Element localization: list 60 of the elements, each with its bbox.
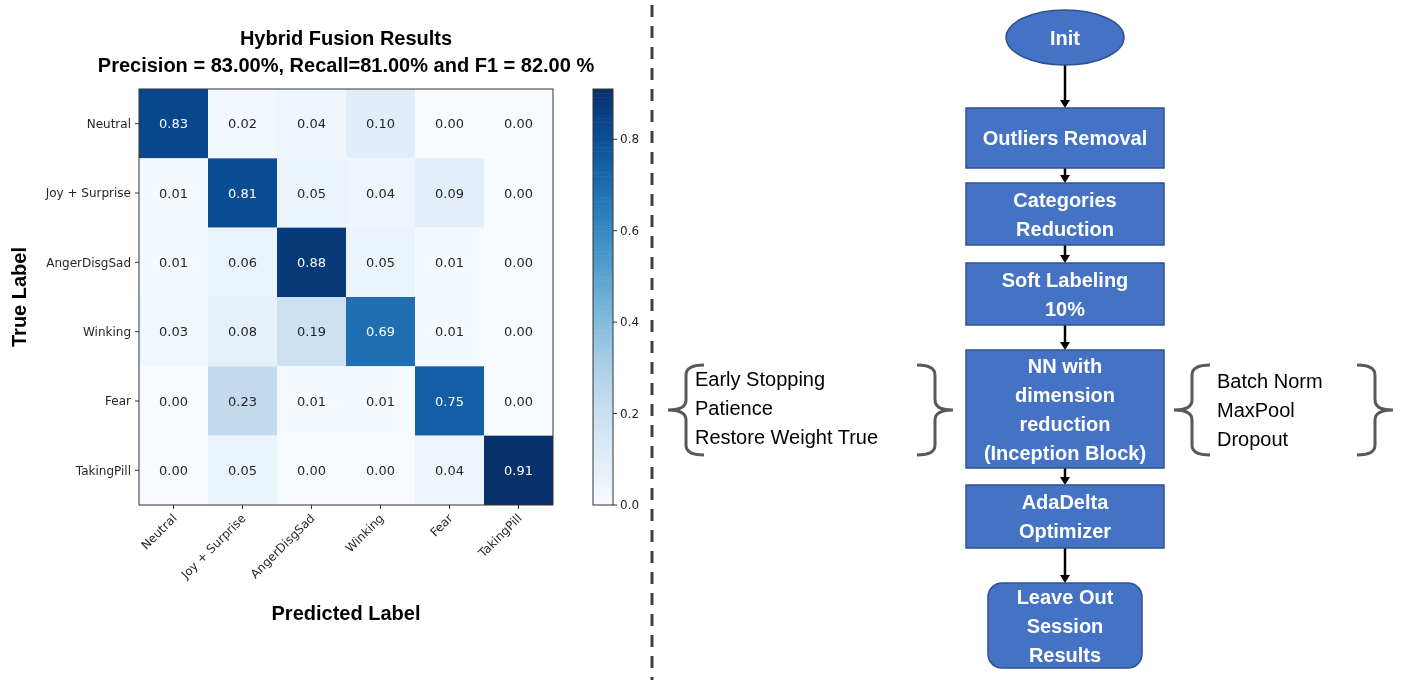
data-label: 0.23 [228,393,257,409]
data-label: 0.10 [366,116,395,132]
color-bar-label: 0.0 [620,498,640,513]
y-tick-label: Joy + Surprise [44,186,131,201]
y-axis-title: True Label [8,246,30,348]
y-tick-label: AngerDisgSad [46,255,131,270]
data-label: 0.00 [159,462,188,478]
data-label: 0.91 [504,462,533,478]
data-label: 0.02 [228,116,257,132]
data-label: 0.01 [159,185,188,201]
data-label: 0.09 [435,185,464,201]
x-axis-title: Predicted Label [271,602,421,624]
data-label: 0.00 [504,324,533,340]
data-label: 0.04 [297,116,326,132]
text: Early Stopping Patience Restore Weight True [695,368,879,448]
data-label: 0.04 [366,185,395,201]
data-label: 0.05 [366,254,395,270]
data-label: 0.06 [228,254,257,270]
text: Categories Reduction [1013,188,1117,240]
data-label: 0.00 [504,185,533,201]
data-label: 0.19 [297,324,326,340]
text: Leave Out Session Results [1016,585,1114,666]
y-tick-label: Fear [105,394,132,409]
data-label: 0.00 [297,462,326,478]
data-label: 0.69 [366,324,395,340]
data-label: 0.81 [228,185,257,201]
data-label: 0.01 [159,254,188,270]
data-label: 0.00 [159,393,188,409]
data-label: 0.05 [228,462,257,478]
text: Init [1050,26,1081,49]
data-label: 0.01 [435,324,464,340]
data-label: 0.00 [435,116,464,132]
data-label: 0.03 [159,324,188,340]
data-label: 0.01 [366,393,395,409]
text: Batch Norm MaxPool Dropout [1217,370,1323,450]
color-bar-label: 0.2 [620,406,640,421]
text: NN with dimension reduction (Inception Block) [983,354,1147,464]
data-label: 0.01 [435,254,464,270]
text: AdaDelta Optimizer [1018,491,1112,542]
text: Soft Labeling 10% [1001,268,1129,320]
data-label: 0.00 [366,462,395,478]
y-tick-label: Neutral [86,116,131,131]
chart-title: Hybrid Fusion Results [239,27,453,49]
data-label: 0.05 [297,185,326,201]
color-bar-label: 0.4 [620,315,640,330]
data-label: 0.75 [435,393,464,409]
color-bar-label: 0.8 [620,132,640,147]
y-tick-label: Winking [82,324,131,339]
chart-subtitle: Precision = 83.00%, Recall=81.00% and F1 = 82.00 % [97,54,595,76]
data-label: 0.88 [297,254,326,270]
data-label: 0.83 [159,116,188,132]
data-label: 0.00 [504,393,533,409]
data-label: 0.08 [228,324,257,340]
data-label: 0.01 [297,393,326,409]
data-label: 0.00 [504,116,533,132]
data-label: 0.04 [435,462,464,478]
text: Outliers Removal [982,127,1148,149]
y-tick-label: TakingPill [74,463,131,478]
data-label: 0.00 [504,254,533,270]
color-bar-label: 0.6 [620,223,640,238]
